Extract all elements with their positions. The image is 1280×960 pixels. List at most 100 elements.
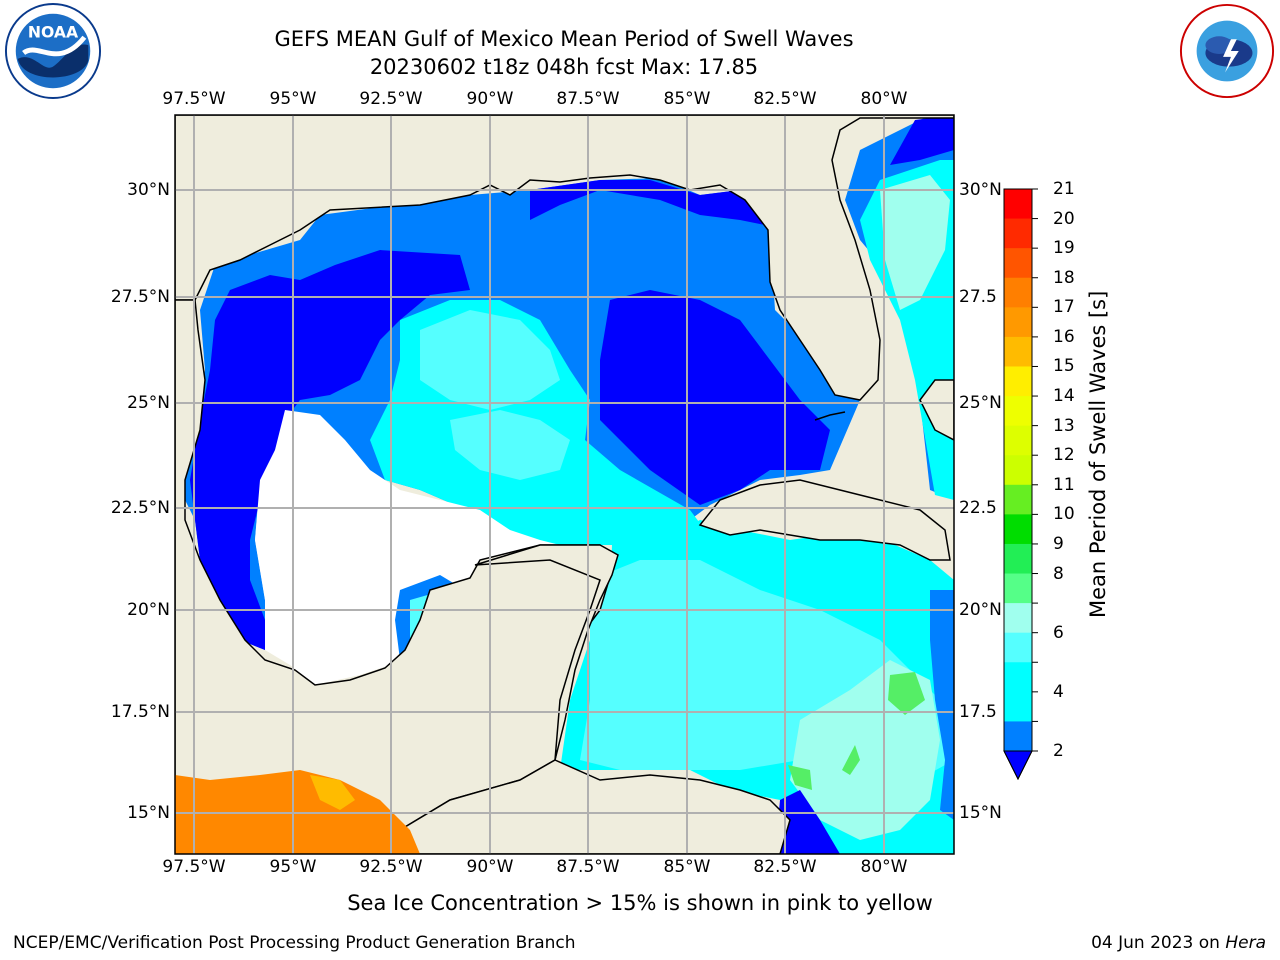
sea-ice-note: Sea Ice Concentration > 15% is shown in … bbox=[347, 891, 933, 915]
lon-tick-top: 90°W bbox=[466, 89, 514, 109]
lon-tick-bottom: 90°W bbox=[466, 857, 514, 877]
colorbar-segment bbox=[1004, 691, 1032, 722]
lon-tick-top: 97.5°W bbox=[162, 89, 226, 109]
gulf-dark-blue-east bbox=[600, 290, 830, 505]
lat-tick-left: 27.5°N bbox=[110, 287, 170, 307]
colorbar-tick-label: 8 bbox=[1053, 563, 1064, 584]
lat-tick-right: 27.5 bbox=[959, 287, 997, 307]
colorbar-segment bbox=[1004, 336, 1032, 367]
lat-tick-left: 25°N bbox=[127, 393, 170, 413]
colorbar-tick-label: 20 bbox=[1053, 208, 1075, 229]
colorbar-extend-arrow bbox=[1003, 750, 1033, 781]
colorbar-tick-label: 9 bbox=[1053, 533, 1064, 554]
lon-tick-bottom: 95°W bbox=[269, 857, 317, 877]
colorbar-tick-label: 16 bbox=[1053, 326, 1075, 347]
lat-tick-right: 15°N bbox=[959, 803, 1002, 823]
colorbar-tick-label: 13 bbox=[1053, 415, 1075, 436]
colorbar-segment bbox=[1004, 366, 1032, 397]
lon-tick-bottom: 97.5°W bbox=[162, 857, 226, 877]
lon-tick-top: 85°W bbox=[663, 89, 711, 109]
colorbar-segment bbox=[1004, 514, 1032, 545]
colorbar-tick-label: 21 bbox=[1053, 179, 1075, 199]
us-gulf-coast-land bbox=[175, 115, 954, 401]
lat-tick-right: 20°N bbox=[959, 600, 1002, 620]
campeche-nodata bbox=[255, 410, 560, 685]
colorbar-tick-label: 18 bbox=[1053, 267, 1075, 288]
colorbar-tick-label: 10 bbox=[1053, 504, 1075, 525]
caribbean-dark-blue bbox=[775, 790, 840, 854]
colorbar-segment bbox=[1004, 543, 1032, 575]
map-content bbox=[175, 115, 954, 854]
lon-tick-top: 82.5°W bbox=[753, 89, 817, 109]
colorbar-segment bbox=[1004, 396, 1032, 427]
lat-tick-left: 30°N bbox=[127, 180, 170, 200]
colorbar-label: Mean Period of Swell Waves [s] bbox=[1086, 290, 1110, 618]
lat-tick-right: 25°N bbox=[959, 393, 1002, 413]
grid bbox=[175, 115, 954, 854]
lon-tick-top: 80°W bbox=[860, 89, 908, 109]
footer-date-text: 04 Jun 2023 on bbox=[1091, 933, 1226, 953]
colorbar-segment bbox=[1004, 603, 1032, 634]
footer-host: Hera bbox=[1225, 933, 1266, 953]
lon-tick-bottom: 80°W bbox=[860, 857, 908, 877]
colorbar-tick-label: 17 bbox=[1053, 297, 1075, 318]
lat-tick-left: 20°N bbox=[127, 600, 170, 620]
nws-logo bbox=[1178, 2, 1276, 100]
colorbar-segment bbox=[1004, 218, 1032, 249]
chart-title: GEFS MEAN Gulf of Mexico Mean Period of … bbox=[274, 27, 854, 51]
colorbar-segment bbox=[1004, 573, 1032, 604]
colorbar-segment bbox=[1004, 277, 1032, 308]
caribbean-green-1 bbox=[888, 672, 925, 715]
lon-tick-bottom: 92.5°W bbox=[359, 857, 423, 877]
footer-credit: NCEP/EMC/Verification Post Processing Pr… bbox=[13, 933, 576, 953]
colorbar-tick-label: 19 bbox=[1053, 238, 1075, 259]
colorbar-frame bbox=[1003, 188, 1033, 781]
chart-subtitle: 20230602 t18z 048h fcst Max: 17.85 bbox=[369, 55, 759, 79]
atlantic-dark bbox=[890, 115, 954, 165]
bahamas-land bbox=[919, 379, 954, 441]
colorbar-segment bbox=[1004, 248, 1032, 279]
caribbean-green-3 bbox=[788, 765, 812, 790]
map-frame bbox=[174, 114, 955, 855]
yucatan-land bbox=[399, 544, 791, 854]
pacific-orange-light bbox=[310, 775, 355, 810]
atlantic-pale bbox=[880, 175, 950, 310]
svg-text:NOAA: NOAA bbox=[28, 22, 79, 41]
gulf-cyan-lower bbox=[450, 410, 570, 480]
colorbar-tick-label: 11 bbox=[1053, 474, 1075, 495]
colorbar-segment bbox=[1004, 189, 1032, 220]
footer-date: 04 Jun 2023 on Hera bbox=[1091, 933, 1266, 953]
colorbar-tick-label: 15 bbox=[1053, 356, 1075, 377]
lat-tick-right: 22.5 bbox=[959, 498, 997, 518]
colorbar-segment bbox=[1004, 425, 1032, 456]
colorbar-segment bbox=[1004, 721, 1032, 752]
colorbar-segment bbox=[1004, 662, 1032, 693]
colorbar-segment bbox=[1004, 632, 1032, 663]
florida-keys bbox=[814, 411, 846, 421]
lon-tick-bottom: 87.5°W bbox=[556, 857, 620, 877]
noaa-logo: NOAA bbox=[4, 2, 102, 100]
lat-tick-right: 17.5 bbox=[959, 702, 997, 722]
colorbar-tick-label: 12 bbox=[1053, 445, 1075, 466]
colorbar-tick-label: 2 bbox=[1053, 741, 1064, 761]
colorbar-tick-label: 14 bbox=[1053, 386, 1075, 407]
colorbar bbox=[1003, 188, 1038, 781]
colorbar-segment bbox=[1004, 455, 1032, 486]
colorbar-segment bbox=[1004, 484, 1032, 515]
lon-tick-bottom: 82.5°W bbox=[753, 857, 817, 877]
lon-tick-top: 95°W bbox=[269, 89, 317, 109]
lon-tick-bottom: 85°W bbox=[663, 857, 711, 877]
colorbar-tick-label: 4 bbox=[1053, 681, 1064, 702]
lat-tick-left: 15°N bbox=[127, 803, 170, 823]
lon-tick-top: 92.5°W bbox=[359, 89, 423, 109]
colorbar-segment bbox=[1004, 307, 1032, 338]
lat-tick-left: 22.5°N bbox=[110, 498, 170, 518]
caribbean-blue-edge bbox=[930, 590, 954, 820]
cuba-land bbox=[698, 479, 951, 561]
gulf-dark-blue-west bbox=[190, 250, 470, 650]
colorbar-tick-label: 6 bbox=[1053, 622, 1064, 643]
lat-tick-left: 17.5°N bbox=[110, 702, 170, 722]
caribbean-green-2 bbox=[842, 745, 860, 775]
lat-tick-right: 30°N bbox=[959, 180, 1002, 200]
